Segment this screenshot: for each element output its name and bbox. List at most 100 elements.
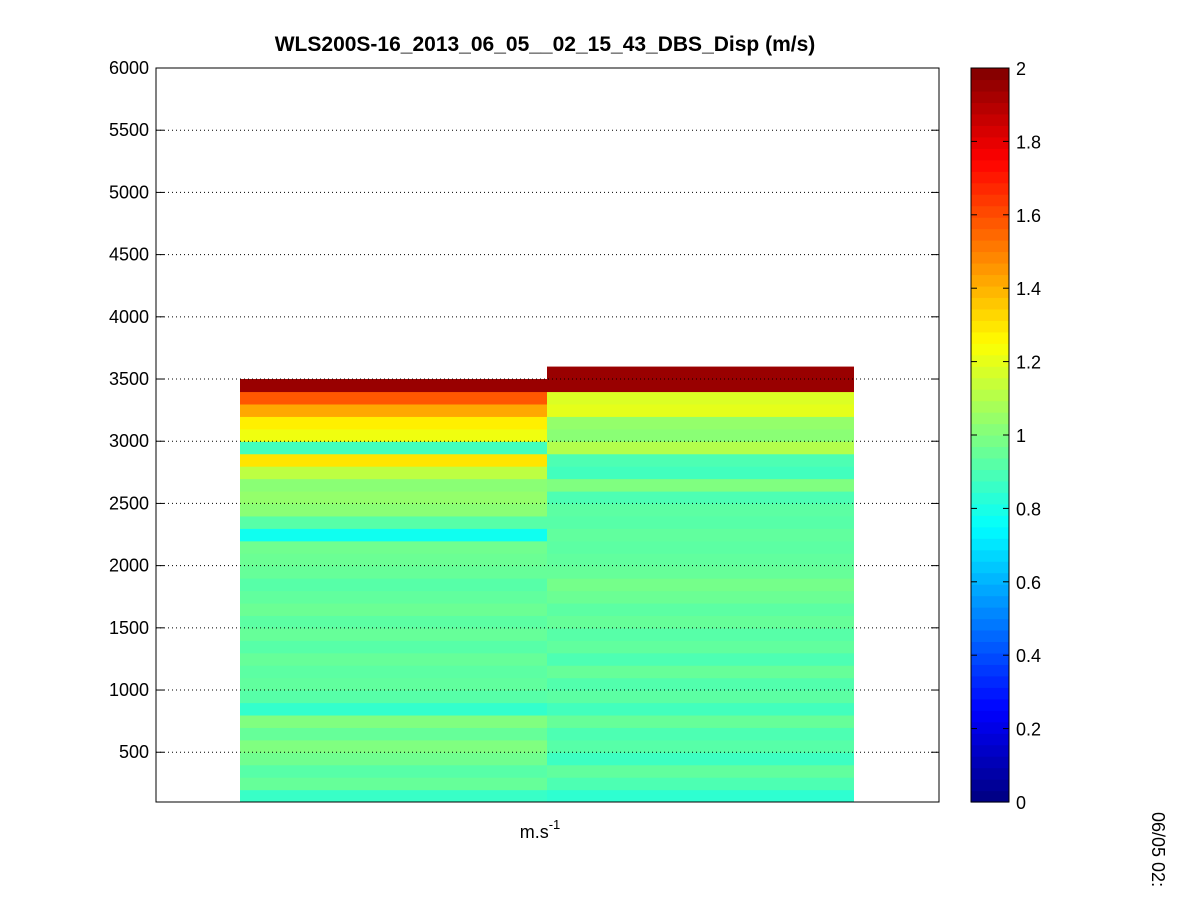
heatmap-cell-col1-1100 <box>240 665 547 679</box>
colorbar-cell-44 <box>971 285 1009 298</box>
heatmap-cell-col2-600 <box>547 727 854 741</box>
heatmap-cell-col1-100 <box>240 789 547 802</box>
colorbar-cell-3 <box>971 756 1009 769</box>
colorbar-cell-12 <box>971 652 1009 665</box>
heatmap-cell-col2-200 <box>547 777 854 791</box>
heatmap-cell-col2-1600 <box>547 602 854 616</box>
heatmap-cell-col2-1300 <box>547 640 854 654</box>
heatmap-cell-col1-2100 <box>240 540 547 554</box>
heatmap-cell-col2-1800 <box>547 578 854 592</box>
colorbar-cell-4 <box>971 744 1009 757</box>
colorbar-cell-48 <box>971 240 1009 253</box>
colorbar-cell-21 <box>971 549 1009 562</box>
heatmap-cell-col2-1900 <box>547 565 854 579</box>
timestamp-side-label: 06/05 02: <box>1148 812 1168 887</box>
heatmap-cell-col1-400 <box>240 752 547 766</box>
colorbar-cell-33 <box>971 412 1009 425</box>
colorbar-cell-16 <box>971 607 1009 620</box>
heatmap-cell-col2-900 <box>547 690 854 704</box>
heatmap-cell-col1-900 <box>240 690 547 704</box>
heatmap-cell-col2-2200 <box>547 528 854 542</box>
colorbar-cell-45 <box>971 274 1009 287</box>
colorbar-cell-61 <box>971 90 1009 104</box>
colorbar-cell-55 <box>971 159 1009 172</box>
colorbar-tick-label-10: 2 <box>1016 59 1026 79</box>
heatmap-cell-col1-2600 <box>240 478 547 492</box>
heatmap-cell-col1-1400 <box>240 627 547 641</box>
x-axis-label-base: m.s <box>520 822 549 842</box>
y-tick-label-2000: 2000 <box>109 556 149 576</box>
colorbar-cell-25 <box>971 503 1009 516</box>
heatmap-cell-col1-2800 <box>240 453 547 467</box>
y-ticks: 500 1000 1500 2000 2500 3000 3500 4000 4500 5000 5… <box>109 58 939 762</box>
heatmap-cells <box>240 366 854 802</box>
colorbar-tick-label-8: 1.6 <box>1016 206 1041 226</box>
colorbar-cell-46 <box>971 262 1009 276</box>
heatmap-cell-col1-200 <box>240 777 547 791</box>
heatmap-cell-col2-1500 <box>547 615 854 629</box>
colorbar-cell-15 <box>971 618 1009 631</box>
heatmap-cell-col2-2800 <box>547 453 854 467</box>
colorbar-cell-30 <box>971 446 1009 459</box>
heatmap-cell-col1-3200 <box>240 403 547 417</box>
heatmap-cell-col2-3000 <box>547 428 854 442</box>
colorbar-tick-label-1: 0.2 <box>1016 720 1041 740</box>
colorbar-cell-2 <box>971 767 1009 780</box>
heatmap-cell-col2-3400 <box>547 379 854 393</box>
heatmap-cell-col2-3100 <box>547 416 854 430</box>
colorbar-cell-8 <box>971 698 1009 711</box>
colorbar-cell-24 <box>971 515 1009 528</box>
heatmap-cell-col1-1700 <box>240 590 547 604</box>
colorbar-cell-42 <box>971 308 1009 321</box>
colorbar-cell-52 <box>971 194 1009 207</box>
heatmap-cell-col1-3400 <box>240 379 547 393</box>
heatmap-cell-col1-3300 <box>240 391 547 405</box>
colorbar-cell-60 <box>971 102 1009 115</box>
colorbar-tick-label-6: 1.2 <box>1016 353 1041 373</box>
heatmap-cell-col1-3000 <box>240 428 547 442</box>
colorbar-cell-63 <box>971 68 1009 81</box>
colorbar-cell-7 <box>971 710 1009 723</box>
colorbar-cell-38 <box>971 354 1009 367</box>
colorbar-cell-37 <box>971 366 1009 379</box>
heatmap-cell-col1-2700 <box>240 466 547 480</box>
heatmap-cell-col2-2300 <box>547 515 854 529</box>
heatmap-cell-col2-3300 <box>547 391 854 405</box>
heatmap-cell-col1-700 <box>240 714 547 728</box>
colorbar-cell-58 <box>971 125 1009 138</box>
heatmap-cell-col2-100 <box>547 789 854 802</box>
heatmap-cell-col1-800 <box>240 702 547 716</box>
y-tick-label-5500: 5500 <box>109 120 149 140</box>
colorbar-cell-23 <box>971 526 1009 539</box>
colorbar-cell-50 <box>971 217 1009 230</box>
chart-title: WLS200S-16_2013_06_05__02_15_43_DBS_Disp… <box>275 33 816 56</box>
heatmap-cell-col2-2400 <box>547 503 854 517</box>
heatmap-cell-col1-1500 <box>240 615 547 629</box>
colorbar-cell-29 <box>971 457 1009 471</box>
heatmap-cell-col2-300 <box>547 764 854 778</box>
colorbar-cell-27 <box>971 480 1009 493</box>
colorbar-color-cells <box>971 68 1009 803</box>
colorbar: 0 0.2 0.4 0.6 0.8 1 1.2 1.4 1.6 1.8 2 <box>970 59 1041 813</box>
colorbar-cell-62 <box>971 79 1009 92</box>
colorbar-cell-17 <box>971 595 1009 608</box>
colorbar-cell-31 <box>971 435 1009 448</box>
colorbar-cell-39 <box>971 343 1009 356</box>
colorbar-cell-9 <box>971 687 1009 700</box>
colorbar-cell-5 <box>971 733 1009 746</box>
plot-frame <box>155 67 940 803</box>
y-tick-label-4000: 4000 <box>109 307 149 327</box>
heatmap-cell-col1-2000 <box>240 553 547 567</box>
colorbar-tick-label-9: 1.8 <box>1016 132 1041 152</box>
heatmap-cell-col1-1000 <box>240 677 547 691</box>
y-tick-label-3000: 3000 <box>109 431 149 451</box>
x-axis-label-superscript: -1 <box>549 817 561 832</box>
colorbar-cell-10 <box>971 675 1009 688</box>
heatmap-cell-col1-2500 <box>240 490 547 505</box>
colorbar-tick-label-3: 0.6 <box>1016 573 1041 593</box>
heatmap-cell-col2-2700 <box>547 466 854 480</box>
heatmap-cell-col1-1600 <box>240 602 547 616</box>
y-tick-label-6000: 6000 <box>109 58 149 78</box>
colorbar-cell-36 <box>971 377 1009 390</box>
